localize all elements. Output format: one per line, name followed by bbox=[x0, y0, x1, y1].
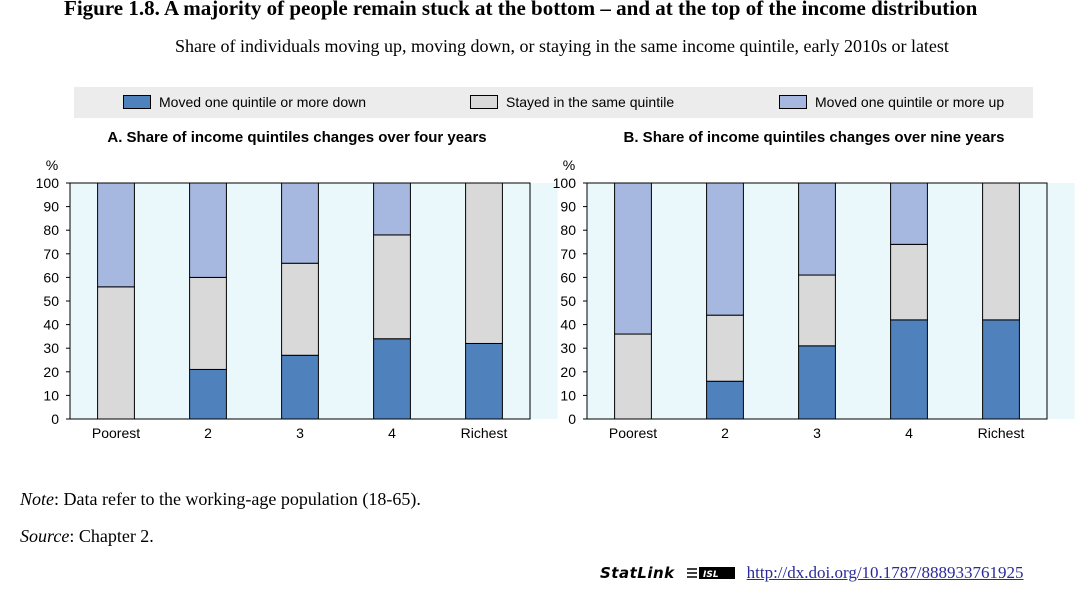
panel-a-ytick-label: 30 bbox=[43, 340, 59, 356]
note-text: : Data refer to the working-age populati… bbox=[54, 489, 421, 509]
panel-a-ytick-label: 60 bbox=[43, 269, 59, 285]
panel-b-xtick-label: Poorest bbox=[609, 425, 657, 441]
panel-b-xtick-label: 4 bbox=[905, 425, 913, 441]
panel-b-ytick-label: 0 bbox=[568, 411, 576, 427]
panel-b-bar-1-down bbox=[706, 380, 744, 420]
panel-a-bar-3-up bbox=[373, 182, 411, 236]
panel-b-ytick-label: 80 bbox=[560, 222, 576, 238]
panel-b-band-2 bbox=[835, 183, 891, 419]
panel-a-title: A. Share of income quintiles changes ove… bbox=[107, 129, 487, 146]
svg-text:ISL: ISL bbox=[703, 570, 719, 580]
panel-b-bar-0-same bbox=[614, 333, 652, 420]
panel-b-bar-2-down bbox=[798, 345, 836, 420]
panel-a-band-0 bbox=[134, 183, 190, 419]
note-line: Note: Data refer to the working-age popu… bbox=[20, 489, 421, 510]
panel-b-band-start bbox=[587, 183, 615, 419]
statlink-logo-icon: ISL bbox=[686, 567, 735, 580]
panel-b-ytick-label: 100 bbox=[553, 175, 577, 191]
panel-b-bar-4-down bbox=[982, 319, 1020, 420]
panel-a-bar-4-down bbox=[465, 342, 503, 420]
panel-a-xtick-label: Richest bbox=[461, 425, 508, 441]
panel-b-ytick-label: 60 bbox=[560, 269, 576, 285]
panel-b-title: B. Share of income quintiles changes ove… bbox=[623, 129, 1005, 146]
panel-b-bar-1-same bbox=[706, 314, 744, 382]
panel-a-bar-2-down bbox=[281, 354, 319, 420]
panel-a-bar-0-same bbox=[97, 286, 135, 420]
panel-b-ytick-label: 50 bbox=[560, 293, 576, 309]
panel-a-xtick-label: 2 bbox=[204, 425, 212, 441]
panel-a-bar-3-same bbox=[373, 234, 411, 340]
note-label: Note bbox=[20, 489, 54, 509]
source-text: : Chapter 2. bbox=[69, 526, 154, 546]
panel-b-ytick-label: 90 bbox=[560, 199, 576, 215]
figure-title: Figure 1.8. A majority of people remain … bbox=[64, 0, 978, 20]
panel-b-bar-2-up bbox=[798, 182, 836, 276]
chart-legend: Moved one quintile or more down Stayed i… bbox=[74, 87, 1033, 118]
panel-a-ytick-label: 20 bbox=[43, 364, 59, 380]
panel-a-ytick-label: 0 bbox=[51, 411, 59, 427]
source-line: Source: Chapter 2. bbox=[20, 526, 154, 547]
panel-a-band-2 bbox=[318, 183, 374, 419]
panel-a-band-1 bbox=[226, 183, 282, 419]
panel-b-ytick-label: 10 bbox=[560, 387, 576, 403]
panel-a-band-start bbox=[70, 183, 98, 419]
legend-label-down: Moved one quintile or more down bbox=[159, 94, 367, 110]
panel-a-ytick-label: 70 bbox=[43, 246, 59, 262]
legend-swatch-same bbox=[470, 95, 498, 109]
panel-a-ytick-label: 50 bbox=[43, 293, 59, 309]
panel-b-ytick-label: 30 bbox=[560, 340, 576, 356]
panel-b-band-0 bbox=[651, 183, 707, 419]
panel-b-xtick-label: Richest bbox=[978, 425, 1025, 441]
panel-b-xtick-label: 2 bbox=[721, 425, 729, 441]
panel-a-bar-4-same bbox=[465, 182, 503, 344]
legend-swatch-up bbox=[779, 95, 807, 109]
panel-a-ylabel: % bbox=[46, 157, 58, 173]
panel-b-bar-1-up bbox=[706, 182, 744, 316]
panel-b-ytick-label: 70 bbox=[560, 246, 576, 262]
panel-a-xtick-label: 3 bbox=[296, 425, 304, 441]
panel-a-ytick-label: 100 bbox=[36, 175, 60, 191]
legend-swatch-down bbox=[123, 95, 151, 109]
panel-b-bar-4-same bbox=[982, 182, 1020, 321]
panel-a-xtick-label: Poorest bbox=[92, 425, 140, 441]
panel-b-ylabel: % bbox=[563, 157, 575, 173]
panel-a-bar-0-up bbox=[97, 182, 135, 288]
panel-a-xtick-label: 4 bbox=[388, 425, 396, 441]
panel-a-bar-2-same bbox=[281, 262, 319, 356]
statlink-url-link[interactable]: http://dx.doi.org/10.1787/888933761925 bbox=[746, 563, 1024, 582]
panel-b-ytick-label: 40 bbox=[560, 317, 576, 333]
panel-b-band-1 bbox=[743, 183, 799, 419]
legend-item-down: Moved one quintile or more down bbox=[123, 94, 366, 110]
panel-a-ytick-label: 80 bbox=[43, 222, 59, 238]
panel-b-bar-2-same bbox=[798, 274, 836, 347]
panel-a-bar-1-same bbox=[189, 276, 227, 370]
legend-item-same: Stayed in the same quintile bbox=[470, 94, 674, 110]
statlink: StatLink ISL http://dx.doi.org/10.1787/8… bbox=[600, 563, 1024, 583]
statlink-brand: StatLink bbox=[600, 564, 675, 582]
panel-a-bar-1-down bbox=[189, 368, 227, 420]
panel-b-bar-0-up bbox=[614, 182, 652, 335]
panel-a-ytick-label: 90 bbox=[43, 199, 59, 215]
panel-a-bar-2-up bbox=[281, 182, 319, 264]
panel-a-ytick-label: 10 bbox=[43, 387, 59, 403]
panel-b-band-3 bbox=[927, 183, 983, 419]
legend-item-up: Moved one quintile or more up bbox=[779, 94, 1004, 110]
panel-a-ytick-label: 40 bbox=[43, 317, 59, 333]
panel-a-band-3 bbox=[410, 183, 466, 419]
panel-b-ytick-label: 20 bbox=[560, 364, 576, 380]
panel-b-xtick-label: 3 bbox=[813, 425, 821, 441]
panel-b-bar-3-down bbox=[890, 319, 928, 420]
panel-b-bar-3-up bbox=[890, 182, 928, 245]
source-label: Source bbox=[20, 526, 70, 546]
panel-a-bar-1-up bbox=[189, 182, 227, 278]
panel-b-bar-3-same bbox=[890, 243, 928, 321]
legend-label-same: Stayed in the same quintile bbox=[506, 94, 675, 110]
panel-a-bar-3-down bbox=[373, 338, 411, 420]
legend-label-up: Moved one quintile or more up bbox=[815, 94, 1005, 110]
figure-subtitle: Share of individuals moving up, moving d… bbox=[175, 36, 949, 56]
